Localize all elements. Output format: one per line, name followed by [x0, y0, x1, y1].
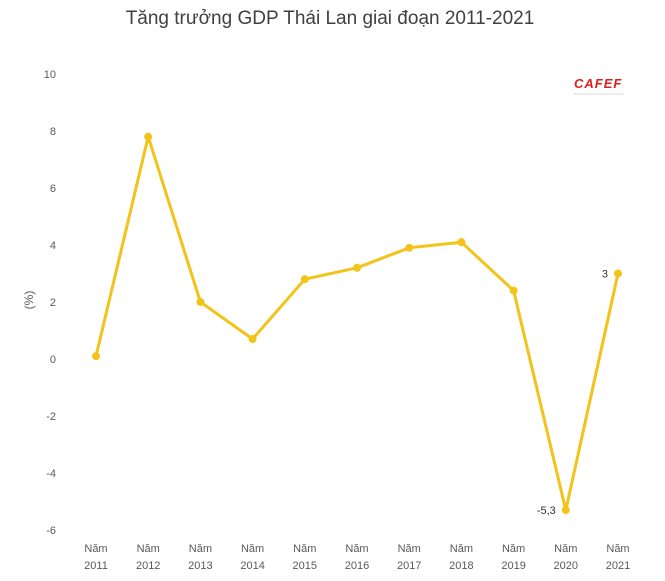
x-tick-label: Năm 2016: [345, 543, 369, 572]
y-tick-label: -6: [46, 525, 56, 537]
x-tick-label: Năm 2019: [501, 543, 525, 572]
data-point: [248, 335, 257, 344]
x-tick-label: Năm 2021: [606, 543, 630, 572]
y-tick-label: -4: [46, 468, 56, 480]
data-point: [509, 286, 518, 295]
x-tick-label: Năm 2014: [240, 543, 264, 572]
series-line-group: [94, 135, 620, 512]
data-labels: -5,3 3: [537, 269, 608, 518]
cafef-logo-watermark: CAFEF: [574, 76, 624, 95]
x-tick-label: Năm 2018: [449, 543, 473, 572]
data-label: -5,3: [537, 505, 556, 517]
x-tick-label: Năm 2017: [397, 543, 421, 572]
series-line: [94, 135, 620, 512]
y-tick-label: 0: [50, 354, 56, 366]
data-label: 3: [602, 269, 608, 281]
y-axis-ticks: -6 -4 -2 0 2 4 6 8 10: [44, 69, 56, 537]
y-tick-label: -2: [46, 411, 56, 423]
y-tick-label: 10: [44, 69, 56, 81]
data-point: [561, 506, 570, 515]
x-tick-label: Năm 2013: [188, 543, 212, 572]
y-tick-label: 6: [50, 183, 56, 195]
data-point: [300, 275, 309, 284]
x-axis-ticks: Năm 2011 Năm 2012 Năm 2013 Năm 2014 Năm 2015 Năm 20…: [84, 543, 630, 572]
x-tick-label: Năm 2020: [554, 543, 578, 572]
y-tick-label: 8: [50, 126, 56, 138]
x-tick-label: Năm 2011: [84, 543, 108, 572]
x-tick-label: Năm 2012: [136, 543, 160, 572]
data-point: [144, 132, 153, 141]
data-point: [353, 263, 361, 272]
data-point: [614, 269, 622, 278]
y-tick-label: 4: [50, 240, 56, 252]
x-tick-label: Năm 2015: [293, 543, 317, 572]
chart-title: Tăng trưởng GDP Thái Lan giai đoạn 2011-…: [126, 8, 535, 29]
data-point: [405, 243, 414, 252]
data-point: [457, 238, 466, 247]
series-points: [92, 132, 622, 515]
y-tick-label: 2: [50, 297, 56, 309]
data-point: [196, 298, 205, 306]
cafef-logo-text: CAFEF: [574, 76, 622, 91]
y-axis-label: (%): [22, 291, 36, 310]
data-point: [92, 352, 100, 361]
